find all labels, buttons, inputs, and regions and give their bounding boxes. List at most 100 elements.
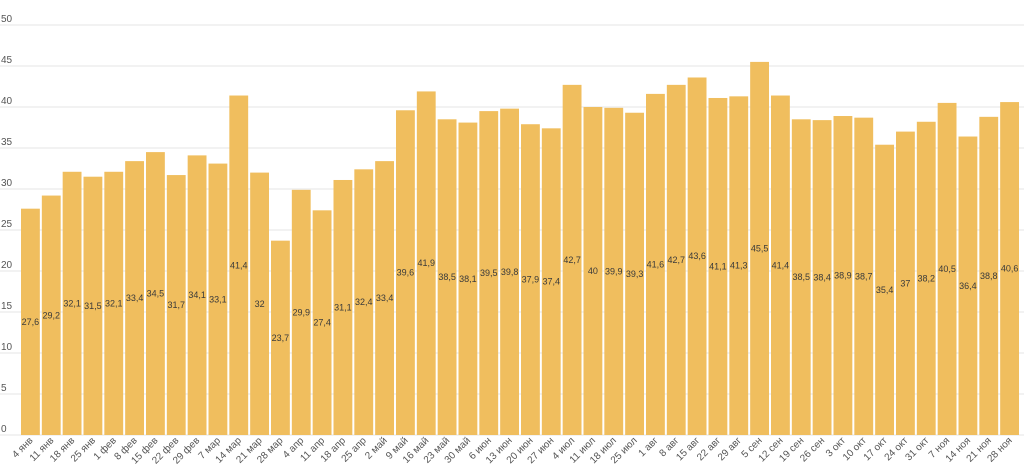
data-label: 33,4 [126,293,144,303]
data-label: 31,1 [334,302,352,312]
bar [125,161,144,435]
bar [354,169,374,435]
data-label: 36,4 [959,281,977,291]
bar [833,116,853,436]
data-label: 38,2 [917,273,935,283]
bar [41,195,61,435]
bar [229,95,249,436]
bar [104,171,124,435]
data-label: 31,5 [84,301,102,311]
data-label: 33,4 [376,293,394,303]
x-tick-label: 31 окт [903,435,931,463]
data-label: 31,7 [167,300,185,310]
bar [791,119,811,436]
data-label: 39,3 [626,269,644,279]
bar [396,110,415,435]
bar [541,128,561,435]
data-label: 27,4 [313,318,331,328]
data-label: 38,9 [834,271,852,281]
bar [729,96,749,435]
bar [854,117,874,435]
bar [291,189,311,435]
data-label: 32,1 [63,298,81,308]
data-label: 34,5 [147,289,165,299]
data-labels: 27,629,232,1 31,5 32,133,4 34,531,734,1 33,1… [22,243,1019,342]
bar [646,93,665,435]
y-tick-label: 40 [1,96,13,107]
bars [21,61,1019,436]
data-label: 23,7 [272,333,290,343]
bar [416,91,436,436]
data-label: 45,5 [751,243,769,253]
data-label: 29,9 [292,307,310,317]
bar [166,175,186,435]
bar [208,163,228,435]
data-label: 41,4 [772,260,790,270]
bar [1000,102,1019,435]
data-label: 37,4 [542,277,560,287]
bar [146,152,165,435]
y-tick-label: 15 [1,301,13,312]
data-label: 37 [900,278,910,288]
bar [958,136,978,435]
bar [937,102,957,436]
bar [875,144,894,435]
x-tick-label: 1 фев [91,435,119,463]
data-label: 41,1 [709,261,727,271]
data-label: 40,5 [938,264,956,274]
y-tick-label: 5 [1,383,7,394]
y-tick-label: 50 [1,14,13,25]
bar [979,116,999,435]
bar [771,95,790,436]
data-label: 32,4 [355,297,373,307]
y-tick-label: 45 [1,55,13,66]
data-label: 41,6 [647,259,665,269]
bar [437,119,457,436]
bar [604,107,624,435]
data-label: 38,4 [813,273,831,283]
bar [896,131,915,435]
data-label: 41,3 [730,261,748,271]
bar [62,171,82,435]
data-label: 32 [255,299,265,309]
data-label: 27,6 [22,317,40,327]
x-tick-label: 1 авг [637,435,661,459]
data-label: 40 [588,266,598,276]
data-label: 41,4 [230,260,248,270]
data-label: 41,9 [417,258,435,268]
data-label: 39,9 [605,266,623,276]
y-tick-label: 30 [1,178,13,189]
data-label: 38,8 [980,271,998,281]
data-label: 33,1 [209,294,227,304]
bar [562,84,582,436]
bar [271,240,290,435]
x-tick-label: 2 май [363,435,389,461]
y-tick-label: 35 [1,137,13,148]
data-label: 39,8 [501,267,519,277]
bar [479,111,499,435]
data-label: 42,7 [563,255,581,265]
data-label: 37,9 [522,275,540,285]
bar [625,112,644,436]
bar [375,161,394,435]
data-label: 40,6 [1001,264,1019,274]
data-label: 29,2 [42,310,60,320]
data-label: 38,7 [855,271,873,281]
data-label: 38,1 [459,274,477,284]
bar [312,210,332,435]
bar [458,122,478,435]
data-label: 39,5 [480,268,498,278]
data-label: 34,1 [188,290,206,300]
data-label: 32,1 [105,298,123,308]
bar [250,172,269,435]
y-axis-ticks: 0 5 10 15 20 25 30 35 40 45 50 [1,14,13,435]
bar [500,108,519,435]
bar [687,77,707,435]
bar [83,176,103,435]
y-tick-label: 25 [1,219,13,230]
data-label: 38,5 [438,272,456,282]
bar [187,155,207,435]
